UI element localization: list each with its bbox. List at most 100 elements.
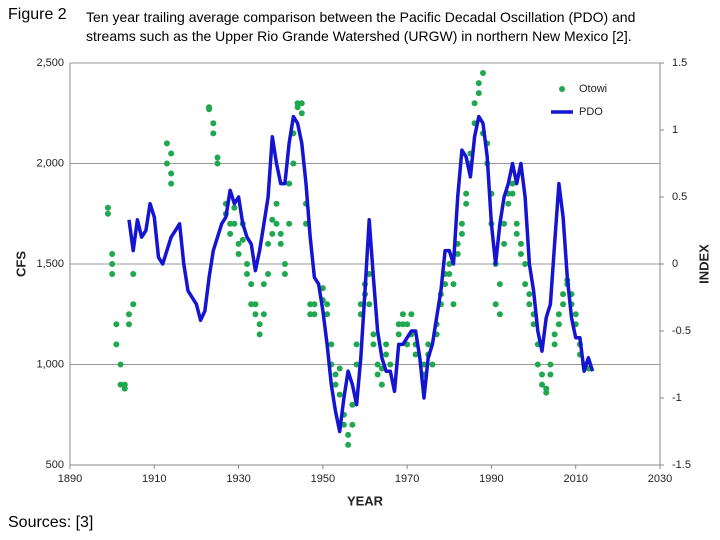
otowi-point <box>530 321 537 328</box>
otowi-point <box>522 261 529 267</box>
otowi-point <box>336 365 343 372</box>
otowi-point <box>471 100 478 107</box>
figure-label: Figure 2 <box>8 6 67 23</box>
y-tick-label: 2,000 <box>36 157 64 169</box>
otowi-point <box>126 321 132 328</box>
otowi-point <box>214 160 221 167</box>
otowi-point <box>349 401 356 408</box>
otowi-point <box>370 341 377 348</box>
otowi-point <box>286 180 293 187</box>
y2-tick-label: -0.5 <box>672 325 691 337</box>
x-tick-label: 1950 <box>311 473 335 485</box>
y2-tick-label: 0.5 <box>672 191 687 203</box>
otowi-point <box>450 281 457 288</box>
y2-axis-label: INDEX <box>696 244 711 284</box>
otowi-point <box>399 311 406 318</box>
otowi-point <box>235 250 242 257</box>
otowi-point <box>551 331 558 338</box>
otowi-point <box>227 230 234 237</box>
otowi-point <box>328 341 335 348</box>
y2-tick-label: -1.5 <box>672 459 691 471</box>
otowi-point <box>480 70 486 77</box>
otowi-point <box>265 240 272 247</box>
legend-label: Otowi <box>579 83 607 95</box>
otowi-point <box>324 301 331 308</box>
otowi-point <box>104 210 111 217</box>
y-tick-label: 500 <box>46 459 64 471</box>
otowi-point <box>324 311 331 318</box>
otowi-point <box>235 240 242 247</box>
otowi-point <box>517 240 524 247</box>
otowi-point <box>509 180 516 187</box>
otowi-point <box>383 351 390 358</box>
otowi-point <box>104 204 111 211</box>
otowi-point <box>248 281 255 288</box>
otowi-point <box>378 381 385 388</box>
otowi-point <box>395 331 402 338</box>
otowi-point <box>412 351 419 358</box>
otowi-point <box>404 321 411 328</box>
otowi-point <box>113 341 120 348</box>
otowi-point <box>513 220 520 227</box>
otowi-point <box>501 220 508 227</box>
otowi-point <box>269 216 276 223</box>
otowi-point <box>290 160 297 167</box>
otowi-point <box>442 281 449 288</box>
legend-label: PDO <box>579 106 603 118</box>
otowi-point <box>374 371 381 378</box>
otowi-point <box>387 361 394 368</box>
otowi-point <box>227 220 234 227</box>
otowi-point <box>260 281 267 288</box>
otowi-point <box>336 391 343 398</box>
otowi-point <box>130 301 137 308</box>
otowi-point <box>332 371 339 378</box>
otowi-point <box>395 321 402 328</box>
otowi-point <box>121 381 128 388</box>
otowi-point <box>252 311 259 318</box>
otowi-point <box>475 90 482 97</box>
otowi-point <box>273 200 280 207</box>
x-tick-label: 1890 <box>58 473 82 485</box>
otowi-point <box>273 220 280 227</box>
otowi-point <box>252 301 259 308</box>
y2-tick-label: 1.5 <box>672 57 687 69</box>
otowi-point <box>446 271 453 278</box>
otowi-point <box>547 361 554 368</box>
otowi-point <box>239 236 246 243</box>
otowi-point <box>294 104 301 111</box>
otowi-point <box>206 106 213 113</box>
otowi-point <box>117 361 124 368</box>
otowi-point <box>458 220 465 227</box>
otowi-point <box>109 271 116 278</box>
x-axis-label: YEAR <box>347 493 384 508</box>
otowi-point <box>374 361 381 368</box>
otowi-point <box>277 230 284 237</box>
otowi-point <box>244 271 250 278</box>
otowi-point <box>256 321 263 328</box>
otowi-point <box>265 271 272 278</box>
caption: Ten year trailing average comparison bet… <box>86 9 636 44</box>
otowi-point <box>113 321 120 328</box>
otowi-point <box>370 331 377 338</box>
otowi-point <box>130 271 137 278</box>
otowi-point <box>298 110 305 117</box>
otowi-point <box>311 301 318 308</box>
otowi-point <box>513 230 520 237</box>
y-tick-label: 1,500 <box>36 258 64 270</box>
y-tick-label: 2,500 <box>36 57 64 69</box>
sources: Sources: [3] <box>8 514 94 531</box>
otowi-point <box>349 421 356 428</box>
otowi-point <box>345 431 352 438</box>
otowi-point <box>210 130 217 137</box>
otowi-point <box>281 271 288 278</box>
otowi-point <box>425 341 432 348</box>
otowi-point <box>543 389 550 396</box>
otowi-point <box>463 190 470 197</box>
otowi-point <box>492 301 499 308</box>
x-tick-label: 1930 <box>226 473 250 485</box>
y2-tick-label: 0 <box>672 258 678 270</box>
otowi-point <box>475 80 482 87</box>
otowi-point <box>248 301 255 308</box>
